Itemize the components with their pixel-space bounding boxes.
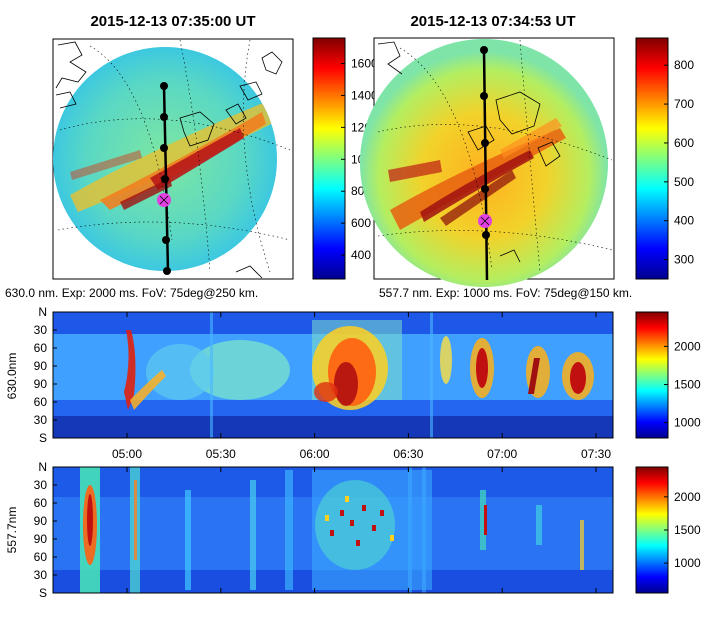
keogram-x-tick-label: 06:30 (393, 447, 423, 461)
colorbar-tick-label: 1500 (674, 523, 701, 537)
grid-lines-630 (57, 39, 291, 273)
colorbar-tick-label: 300 (674, 253, 694, 267)
meridian-track-630 (157, 82, 171, 275)
colorbar-tick-label: 400 (351, 248, 371, 262)
keogram-y-tick-label: 60 (34, 395, 48, 409)
keogram-y-tick-label: 60 (34, 550, 48, 564)
grid-lines-557 (377, 39, 613, 273)
panel2-title: 2015-12-13 07:34:53 UT (410, 13, 575, 30)
keogram-y-tick-label: 90 (34, 359, 48, 373)
panel1-title: 2015-12-13 07:35:00 UT (90, 13, 255, 30)
colorbar-557-sky: 300 400 500 600 700 800 (635, 37, 694, 280)
keogram-557: N 30 60 90 90 60 30 S (34, 460, 614, 600)
keogram-y-tick-label: 30 (34, 568, 48, 582)
colorbar-tick-label: 1400 (351, 88, 378, 102)
keogram-y-tick-label: 90 (34, 532, 48, 546)
allsky-image-630 (52, 38, 294, 280)
keogram-y-tick-label: 30 (34, 478, 48, 492)
colorbar-tick-label: 600 (351, 216, 371, 230)
colorbar-tick-label: 1000 (674, 416, 701, 430)
keogram-557-ylabel: 557.7nm (5, 507, 19, 554)
colorbar-tick-label: 1500 (674, 378, 701, 392)
colorbar-tick-label: 800 (674, 58, 694, 72)
panel1-caption: 630.0 nm. Exp: 2000 ms. FoV: 75deg@250 k… (5, 286, 258, 300)
colorbar-tick-label: 400 (674, 214, 694, 228)
keogram-y-tick-label: 60 (34, 341, 48, 355)
colorbar-tick-label: 500 (674, 175, 694, 189)
keogram-y-tick-label: S (39, 431, 47, 445)
colorbar-tick-label: 600 (674, 136, 694, 150)
keogram-x-tick-label: 05:00 (112, 447, 142, 461)
colorbar-tick-label: 1600 (351, 57, 378, 71)
colorbar-630-keogram: 1000 1500 2000 (635, 311, 701, 439)
keogram-y-tick-label: 90 (34, 377, 48, 391)
colorbar-tick-label: 1000 (674, 556, 701, 570)
keogram-x-tick-label: 05:30 (206, 447, 236, 461)
keogram-y-tick-label: 30 (34, 413, 48, 427)
keogram-y-tick-label: 90 (34, 514, 48, 528)
coastline-557 (377, 41, 561, 263)
keogram-x-tick-label: 07:00 (487, 447, 517, 461)
keogram-y-tick-label: 30 (34, 323, 48, 337)
keogram-y-tick-label: 60 (34, 496, 48, 510)
keogram-x-tick-label: 07:30 (581, 447, 611, 461)
keogram-630-ylabel: 630.0nm (5, 353, 19, 400)
keogram-x-tick-label: 06:00 (300, 447, 330, 461)
keogram-y-tick-label: N (38, 460, 47, 474)
keogram-630: N 30 60 90 90 60 30 S 05:00 05:30 06:00 06:30 07:00… (34, 305, 614, 461)
meridian-track-557 (478, 46, 492, 281)
colorbar-557-keogram: 1000 1500 2000 (635, 466, 701, 594)
allsky-image-557 (360, 37, 615, 287)
keogram-y-tick-label: N (38, 305, 47, 319)
coastline-630 (55, 41, 283, 279)
keogram-y-tick-label: S (39, 586, 47, 600)
colorbar-tick-label: 2000 (674, 490, 701, 504)
panel2-caption: 557.7 nm. Exp: 1000 ms. FoV: 75deg@150 k… (379, 286, 632, 300)
colorbar-tick-label: 700 (674, 97, 694, 111)
colorbar-tick-label: 2000 (674, 339, 701, 353)
